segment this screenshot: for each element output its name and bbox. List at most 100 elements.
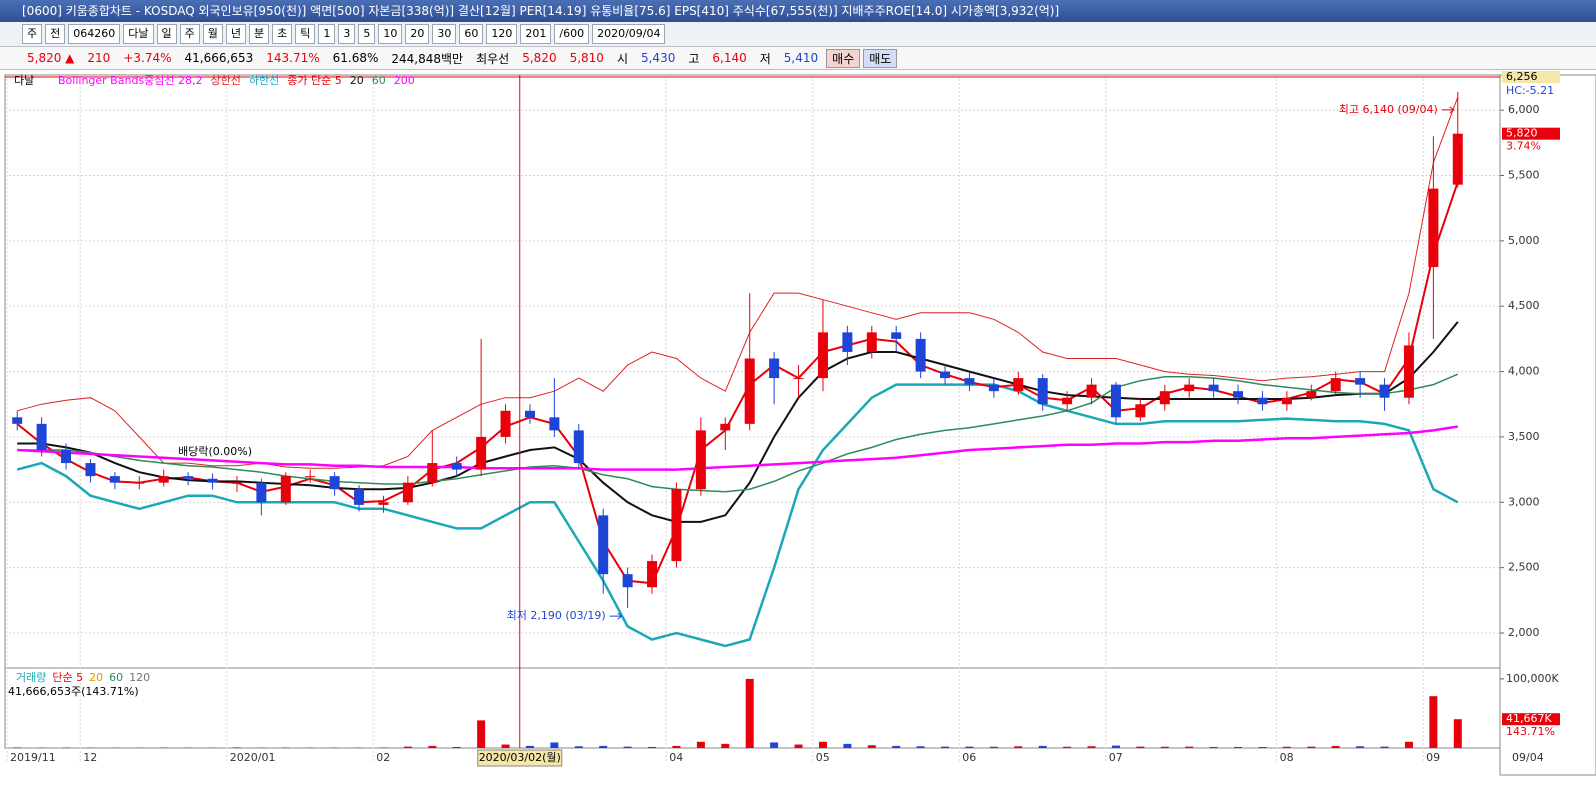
x-tick-label: 2019/11 xyxy=(10,751,56,764)
candle-body xyxy=(598,515,608,574)
volume-bar xyxy=(1039,746,1047,748)
volume-legend: 단순 5 xyxy=(52,671,83,684)
toolbar-button[interactable]: 분 xyxy=(249,24,269,44)
volume-bar xyxy=(1307,747,1315,748)
info-field: 6,140 xyxy=(707,51,751,65)
volume-bar xyxy=(502,745,510,748)
toolbar-button[interactable]: 60 xyxy=(459,24,483,44)
candle-body xyxy=(61,450,71,463)
info-field: 143.71% xyxy=(261,51,324,65)
info-field: 210 xyxy=(82,51,115,65)
candle-body xyxy=(989,385,999,392)
candle-body xyxy=(623,574,633,587)
candle-body xyxy=(452,463,462,470)
toolbar-button[interactable]: 다날 xyxy=(123,24,153,44)
toolbar-button[interactable]: 월 xyxy=(203,24,223,44)
volume-bar xyxy=(1283,747,1291,748)
volume-summary: 41,666,653주(143.71%) xyxy=(8,685,139,698)
candle-body xyxy=(427,463,437,483)
y-tick-label: 5,500 xyxy=(1508,169,1540,182)
toolbar-button[interactable]: 년 xyxy=(226,24,246,44)
candle-body xyxy=(1453,134,1463,185)
candle-body xyxy=(256,483,266,503)
info-field[interactable]: 매수 xyxy=(826,49,860,68)
volume-bar xyxy=(477,720,485,748)
candle-body xyxy=(696,430,706,489)
candle-body xyxy=(1380,385,1390,398)
crosshair-label: 2020/03/02(월) xyxy=(479,751,561,764)
volume-bar xyxy=(453,747,461,748)
candle-body xyxy=(12,417,22,424)
legend-entry: 종가 단순 5 xyxy=(287,74,341,87)
toolbar-button[interactable]: 30 xyxy=(432,24,456,44)
candle-body xyxy=(183,476,193,479)
volume-bar xyxy=(404,747,412,748)
legend-entry: 하한선 xyxy=(249,73,279,87)
candle-body xyxy=(85,463,95,476)
legend-entry: 20 xyxy=(350,74,364,87)
toolbar-button[interactable]: /600 xyxy=(554,24,589,44)
toolbar-button[interactable]: 틱 xyxy=(295,24,315,44)
candle-body xyxy=(1013,378,1023,391)
volume-bar xyxy=(575,746,583,748)
toolbar-button[interactable]: 2020/09/04 xyxy=(592,24,665,44)
y-tick-label: 2,000 xyxy=(1508,626,1540,639)
info-field[interactable]: 매도 xyxy=(863,49,897,68)
candle-body xyxy=(232,483,242,484)
y-tick-label: 100,000K xyxy=(1506,672,1559,685)
candle-body xyxy=(1331,378,1341,391)
toolbar-button[interactable]: 일 xyxy=(157,24,177,44)
volume-bar xyxy=(233,747,241,748)
price-mark: 5,820 xyxy=(1506,127,1538,140)
candle-body xyxy=(525,411,535,418)
legend-entry: Bollinger Bands중심선 28,2 xyxy=(58,74,203,87)
candle-body xyxy=(110,476,120,483)
toolbar-button[interactable]: 5 xyxy=(358,24,375,44)
toolbar-button[interactable]: 064260 xyxy=(68,24,120,44)
toolbar-button[interactable]: 초 xyxy=(272,24,292,44)
toolbar-button[interactable]: 전 xyxy=(45,24,65,44)
toolbar-button[interactable]: 3 xyxy=(338,24,355,44)
volume-bar xyxy=(819,742,827,748)
y-tick-label: 3,500 xyxy=(1508,430,1540,443)
candle-body xyxy=(1087,385,1097,398)
volume-bar xyxy=(843,744,851,748)
candle-body xyxy=(1209,385,1219,392)
x-tick-label: 02 xyxy=(376,751,390,764)
toolbar-button[interactable]: 10 xyxy=(378,24,402,44)
y-tick-label: 5,000 xyxy=(1508,234,1540,247)
toolbar-button[interactable]: 20 xyxy=(405,24,429,44)
window-title: [0600] 키움종합차트 - KOSDAQ 외국인보유[950(천)] 액면[… xyxy=(22,4,1059,18)
volume-bar xyxy=(1136,747,1144,748)
volume-bar xyxy=(868,745,876,748)
toolbar-button[interactable]: 주 xyxy=(180,24,200,44)
last-date: 09/04 xyxy=(1512,751,1544,764)
toolbar-button[interactable]: 201 xyxy=(520,24,551,44)
volume-bar xyxy=(1234,747,1242,748)
y-tick-label: 3,000 xyxy=(1508,495,1540,508)
toolbar-button[interactable]: 주 xyxy=(22,24,42,44)
candle-body xyxy=(1233,391,1243,398)
volume-bar xyxy=(428,746,436,748)
volume-legend: 60 xyxy=(109,671,123,684)
candle-body xyxy=(281,476,291,502)
candle-body xyxy=(208,479,218,483)
annotation-low: 최저 2,190 (03/19) xyxy=(507,609,606,622)
toolbar-button[interactable]: 1 xyxy=(318,24,335,44)
toolbar-button[interactable]: 120 xyxy=(486,24,517,44)
candle-body xyxy=(330,476,340,489)
candle-body xyxy=(37,424,47,450)
candle-body xyxy=(378,502,388,505)
volume-bar xyxy=(550,742,558,748)
volume-bar xyxy=(770,742,778,748)
annotation-high: 최고 6,140 (09/04) xyxy=(1339,103,1438,116)
info-field: 41,666,653 xyxy=(180,51,259,65)
candle-body xyxy=(1428,189,1438,267)
candle-body xyxy=(647,561,657,587)
candle-body xyxy=(940,372,950,379)
volume-bar xyxy=(917,746,925,748)
candle-body xyxy=(867,332,877,352)
info-field: 시 xyxy=(612,50,633,67)
legend-entry: 상한선 xyxy=(211,74,241,87)
